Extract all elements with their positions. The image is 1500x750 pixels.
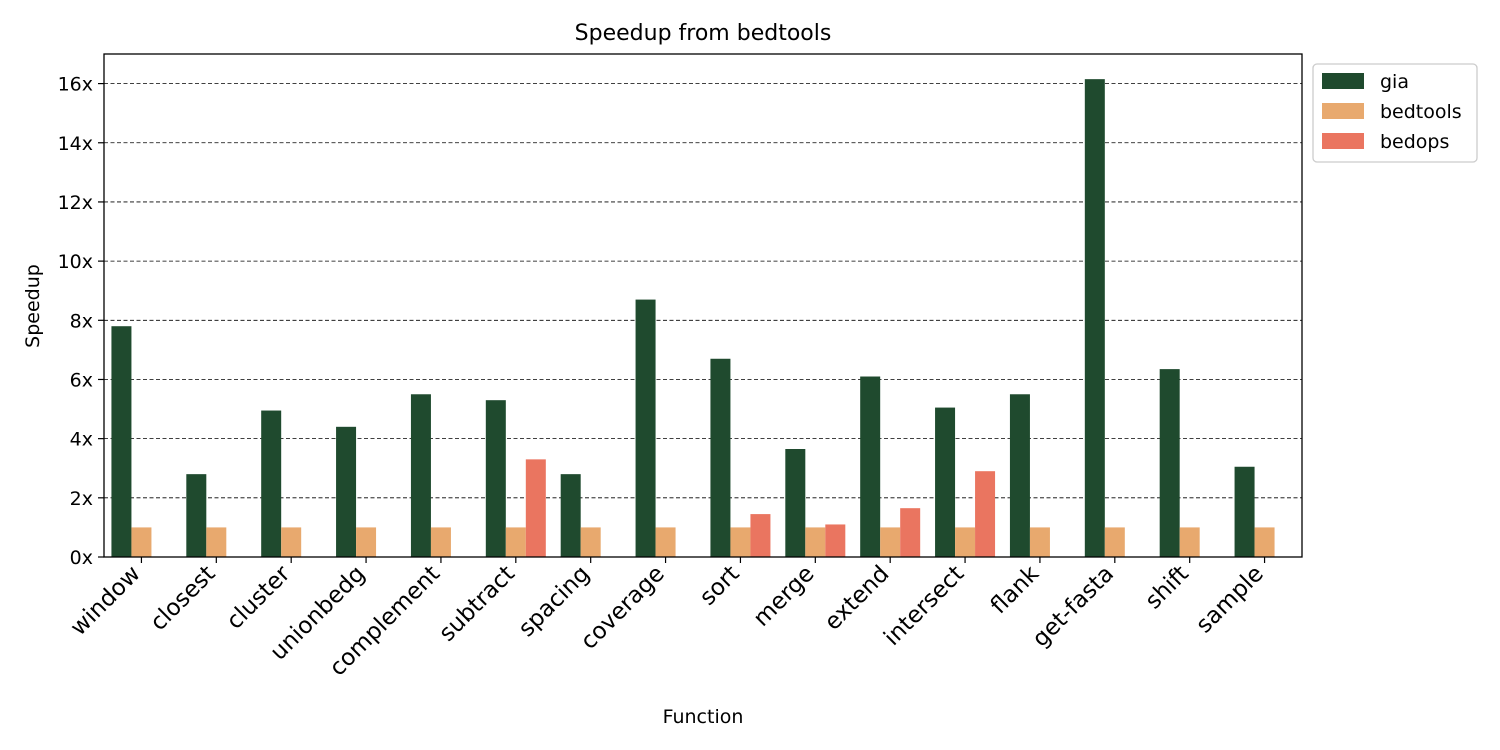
plot-frame [103, 53, 1303, 558]
y-tick-label: 16x [58, 74, 93, 96]
y-tick-label: 12x [58, 192, 93, 214]
x-tick-label: sort [695, 561, 745, 611]
x-axis: window closest clusterunionbedgcomplements… [66, 557, 1269, 681]
bar-bedtools-cluster [281, 527, 302, 557]
bar-bedtools-flank [1029, 527, 1050, 557]
bar-gia-sample [1234, 466, 1255, 557]
legend-label-bedtools: bedtools [1380, 101, 1462, 123]
bar-gia-sort [710, 358, 731, 557]
x-tick-label: flank [986, 560, 1045, 619]
bar-bedtools-subtract [505, 527, 526, 557]
y-tick-label: 6x [70, 369, 93, 391]
bar-bedtools-merge [805, 527, 826, 557]
grid-lines [104, 83, 1302, 499]
x-axis-title: Function [663, 706, 744, 728]
bar-gia-extend [860, 376, 881, 557]
legend-label-gia: gia [1380, 71, 1409, 93]
y-tick-label: 4x [70, 429, 93, 451]
bar-gia-flank [1009, 394, 1030, 557]
legend-label-bedops: bedops [1380, 131, 1449, 153]
bar-bedops-sort [750, 514, 771, 557]
bar-bedtools-intersect [955, 527, 976, 557]
legend: gia bedtools bedops [1312, 63, 1478, 163]
bar-bedtools-window [131, 527, 152, 557]
bar-gia-spacing [560, 474, 581, 557]
y-axis-title: Speedup [22, 264, 44, 348]
bar-bedtools-complement [430, 527, 451, 557]
x-tick-label: cluster [222, 560, 296, 634]
x-tick-label: shift [1140, 561, 1194, 615]
bar-gia-window [111, 326, 132, 557]
x-tick-label: get-fasta [1028, 561, 1119, 652]
bar-bedtools-closest [206, 527, 227, 557]
legend-swatch-bedtools [1322, 103, 1364, 119]
bar-gia-subtract [485, 400, 506, 557]
bar-bedtools-spacing [580, 527, 601, 557]
bar-gia-intersect [935, 407, 956, 557]
y-tick-label: 10x [58, 251, 93, 273]
x-tick-label: merge [749, 561, 820, 632]
bar-bedtools-coverage [655, 527, 676, 557]
y-tick-label: 2x [70, 488, 93, 510]
bar-bedops-subtract [525, 459, 546, 557]
bar-bedtools-get-fasta [1104, 527, 1125, 557]
x-tick-label: closest [145, 561, 220, 636]
y-tick-label: 0x [70, 547, 93, 569]
bar-gia-unionbedg [336, 426, 357, 557]
bar-bedops-extend [900, 508, 921, 557]
bar-bedtools-shift [1179, 527, 1200, 557]
legend-swatch-bedops [1322, 133, 1364, 149]
bar-gia-shift [1159, 369, 1180, 557]
x-tick-label: extend [820, 561, 895, 636]
y-tick-label: 14x [58, 133, 93, 155]
x-tick-label: intersect [879, 561, 969, 651]
bar-gia-complement [410, 394, 431, 557]
x-tick-label: subtract [434, 561, 520, 647]
bar-gia-merge [785, 449, 806, 557]
bar-bedtools-sort [730, 527, 751, 557]
y-axis: 0x 2x 4x 6x 8x 10x 12x 14x 16x [58, 74, 104, 569]
x-tick-label: window [66, 561, 146, 641]
bar-gia-coverage [635, 299, 656, 557]
y-tick-label: 8x [70, 310, 93, 332]
bar-bedops-merge [825, 524, 846, 557]
legend-swatch-gia [1322, 73, 1364, 89]
bar-gia-get-fasta [1084, 79, 1105, 558]
chart-title: Speedup from bedtools [575, 21, 832, 46]
bar-bedops-intersect [975, 471, 996, 557]
bar-bedtools-unionbedg [356, 527, 377, 557]
x-tick-label: sample [1191, 561, 1269, 639]
bars [111, 79, 1275, 558]
bar-bedtools-sample [1254, 527, 1275, 557]
bar-gia-cluster [261, 410, 282, 557]
bar-gia-closest [186, 474, 207, 557]
bar-bedtools-extend [880, 527, 901, 557]
